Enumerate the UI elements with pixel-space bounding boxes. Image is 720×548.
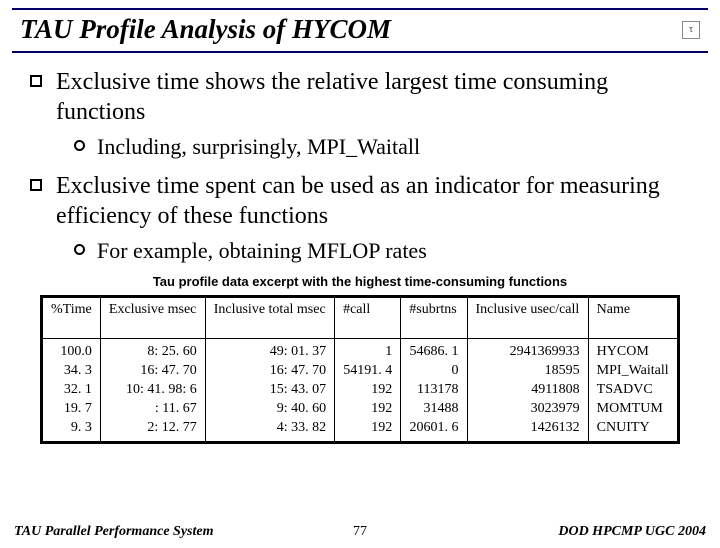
sub-bullet-text: Including, surprisingly, MPI_Waitall [97,133,420,161]
circle-bullet-icon [74,140,85,151]
circle-bullet-icon [74,244,85,255]
square-bullet-icon [30,179,42,191]
sub-bullet-item: For example, obtaining MFLOP rates [74,237,690,265]
cell: 8: 25. 60 16: 47. 70 10: 41. 98: 6 : 11.… [100,339,205,443]
col-header: Name [588,297,678,339]
col-header: Inclusive usec/call [467,297,588,339]
table-row: 100.0 34. 3 32. 1 19. 7 9. 3 8: 25. 60 1… [42,339,679,443]
table-header-row: %Time Exclusive msec Inclusive total mse… [42,297,679,339]
cell: 100.0 34. 3 32. 1 19. 7 9. 3 [42,339,101,443]
square-bullet-icon [30,75,42,87]
col-header: #call [335,297,401,339]
tau-logo-icon: τ [682,21,700,39]
col-header: Inclusive total msec [205,297,334,339]
cell: 1 54191. 4 192 192 192 [335,339,401,443]
col-header: Exclusive msec [100,297,205,339]
footer-right: DOD HPCMP UGC 2004 [558,524,706,540]
bullet-item: Exclusive time spent can be used as an i… [30,171,690,231]
cell: 54686. 1 0 113178 31488 20601. 6 [401,339,467,443]
title-bar: TAU Profile Analysis of HYCOM τ [12,8,708,53]
col-header: %Time [42,297,101,339]
bullet-text: Exclusive time spent can be used as an i… [56,171,690,231]
bullet-text: Exclusive time shows the relative larges… [56,67,690,127]
sub-bullet-item: Including, surprisingly, MPI_Waitall [74,133,690,161]
cell: 49: 01. 37 16: 47. 70 15: 43. 07 9: 40. … [205,339,334,443]
slide-title: TAU Profile Analysis of HYCOM [20,14,391,45]
page-number: 77 [353,524,367,540]
footer: TAU Parallel Performance System 77 DOD H… [0,524,720,540]
bullet-item: Exclusive time shows the relative larges… [30,67,690,127]
cell: 2941369933 18595 4911808 3023979 1426132 [467,339,588,443]
table-caption: Tau profile data excerpt with the highes… [30,274,690,289]
col-header: #subrtns [401,297,467,339]
profile-table: %Time Exclusive msec Inclusive total mse… [40,295,680,444]
slide-body: Exclusive time shows the relative larges… [0,53,720,444]
cell: HYCOM MPI_Waitall TSADVC MOMTUM CNUITY [588,339,678,443]
sub-bullet-text: For example, obtaining MFLOP rates [97,237,427,265]
footer-left: TAU Parallel Performance System [14,524,213,540]
